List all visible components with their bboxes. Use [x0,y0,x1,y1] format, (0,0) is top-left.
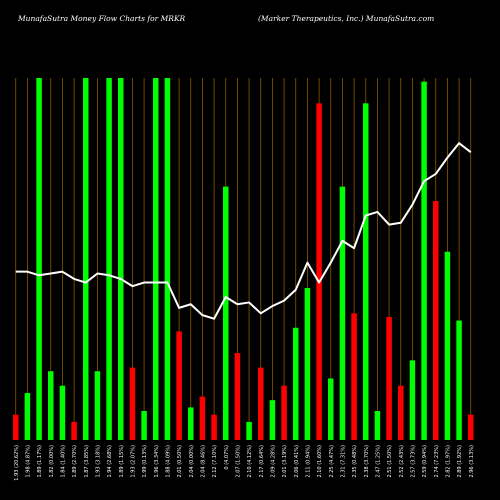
money-flow-bar [421,81,427,441]
x-tick-label: 1.82 (0.00%) [49,445,55,478]
money-flow-bar [328,378,334,440]
price-line [15,142,472,320]
money-flow-bar [59,385,66,440]
money-flow-bar [129,367,136,440]
x-tick-label: 2.06 (0.41%) [294,445,300,478]
x-tick-labels: 1.93 (20.62%) 1.98 (4.87%) 1.89 (1.17%) 1.8… [14,445,475,481]
x-tick-label: 2.35 (0.48%) [352,445,358,478]
money-flow-bar [188,407,194,440]
x-tick-label: 2.10 (1.60%) [317,445,323,478]
money-flow-bar [48,371,54,440]
money-flow-bar [339,186,346,440]
x-tick-label: 0 (4.07%) [224,445,230,470]
x-tick-label: 1.98 (4.87%) [25,445,31,478]
money-flow-bar [71,421,77,440]
money-flow-bar [456,320,462,440]
x-tick-label: 2.17 (0.64%) [259,445,265,478]
x-tick-label: 2.74 (7.23%) [434,445,440,478]
money-flow-bar [409,360,416,440]
money-flow-bar [164,78,171,440]
x-tick-label: 1.87 (3.85%) [84,445,90,478]
price-line-group [15,142,472,320]
money-flow-bar [234,353,241,440]
x-tick-label: 2.01 (0.50%) [177,445,183,478]
money-flow-bar [83,78,89,440]
x-tick-label: 2.07 (1.50%) [235,445,241,478]
money-flow-bar [176,331,182,440]
x-tick-label: 2.10 (4.12%) [247,445,253,478]
x-tick-label: 2.38 (3.70%) [364,445,370,478]
money-flow-bar [316,103,322,440]
x-tick-label: 2.57 (3.73%) [410,445,416,478]
x-tick-label: 2.11 (0.94%) [305,445,311,478]
x-tick-label: 1.93 (20.62%) [14,445,20,481]
x-tick-label: 1.96 (3.34%) [154,445,160,478]
money-flow-bar [36,78,42,440]
x-tick-label: 1.88 (4.09%) [165,445,171,478]
money-flow-bar [363,103,369,440]
x-tick-label: 2.51 (1.50%) [387,445,393,478]
x-tick-label: 2.96 (3.13%) [469,445,475,478]
x-tick-label: 2.09 (4.28%) [270,445,276,478]
money-flow-bar [24,392,31,440]
money-flow-bars [13,78,474,441]
x-tick-label: 1.89 (1.15%) [119,445,125,478]
money-flow-bar [13,414,19,440]
money-flow-bar [223,186,229,440]
money-flow-bar [293,327,299,440]
x-tick-label: 1.93 (2.07%) [130,445,136,478]
x-tick-label: 2.82 (1.97%) [445,445,451,478]
money-flow-bar [304,287,311,440]
money-flow-bar [374,411,381,440]
x-tick-label: 2.04 (8.46%) [200,445,206,478]
money-flow-bar [141,411,147,440]
x-tick-label: 2.52 (2.43%) [399,445,405,478]
money-flow-bar [199,396,206,440]
money-flow-bar [281,385,287,440]
x-tick-label: 2.01 (3.19%) [282,445,288,478]
money-flow-bar [118,78,124,440]
money-flow-bar [386,316,392,440]
x-tick-label: 1.93 (3.18%) [95,445,101,478]
money-flow-bar [433,201,439,440]
x-tick-label: 2.47 (1.25%) [375,445,381,478]
x-tick-label: 2.31 (7.31%) [340,445,346,478]
money-flow-bar [398,385,404,440]
x-tick-label: 1.89 (1.17%) [37,445,43,478]
chart-subtitle: (Marker Therapeutics, Inc.) MunafaSutra.… [258,14,435,23]
money-flow-bar [106,78,112,440]
money-flow-bar [153,78,159,440]
x-tick-label: 2.04 (0.00%) [189,445,195,478]
x-tick-label: 1.99 (0.13%) [142,445,148,478]
x-tick-label: 1.89 (2.70%) [72,445,78,478]
money-flow-bar [246,421,252,440]
x-tick-label: 2.89 (1.92%) [457,445,463,478]
money-flow-bar [269,400,276,440]
x-tick-label: 1.94 (2.68%) [107,445,113,478]
money-flow-bar [351,313,357,440]
money-flow-bar [94,371,101,440]
x-tick-label: 2.12 (7.10%) [212,445,218,478]
chart-title: MunafaSutra Money Flow Charts for MRKR [18,14,186,23]
money-flow-bar [444,251,451,440]
money-flow-bar [468,414,474,440]
x-tick-label: 1.84 (1.40%) [60,445,66,478]
x-tick-label: 2.59 (0.94%) [422,445,428,478]
x-tick-label: 2.25 (4.47%) [329,445,335,478]
money-flow-bar [258,367,264,440]
money-flow-bar [211,414,217,440]
